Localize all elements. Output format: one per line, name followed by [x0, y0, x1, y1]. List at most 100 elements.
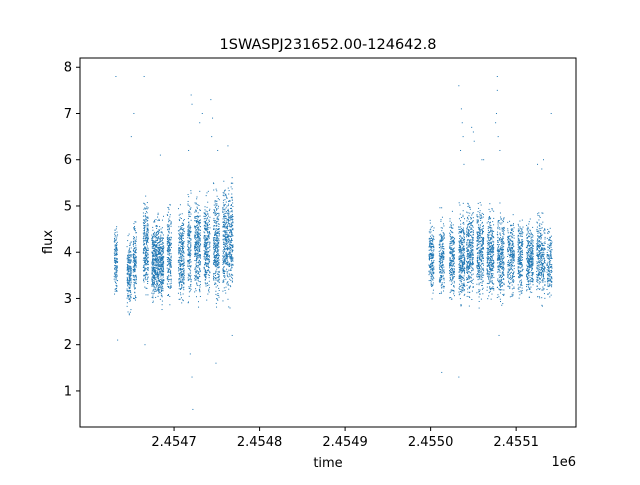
data-point [213, 263, 215, 265]
data-point [450, 226, 452, 228]
data-point [205, 237, 207, 239]
data-point [463, 241, 465, 243]
data-point [199, 269, 200, 271]
data-point [145, 258, 147, 260]
data-point [128, 262, 130, 264]
data-point [232, 244, 234, 246]
data-point [432, 275, 434, 277]
data-point [197, 222, 199, 224]
data-point [225, 257, 227, 259]
data-point [453, 263, 455, 265]
data-point [196, 249, 198, 251]
data-point [128, 261, 130, 263]
data-point [128, 259, 130, 261]
data-point [225, 201, 227, 203]
data-point [195, 226, 197, 228]
data-point [471, 257, 473, 259]
data-point [229, 255, 231, 257]
data-point [466, 270, 468, 272]
data-point [217, 239, 219, 241]
data-point [129, 279, 131, 281]
data-point [451, 298, 453, 300]
data-point [443, 266, 445, 268]
data-point [203, 212, 205, 214]
data-point [467, 291, 469, 293]
data-point [160, 276, 162, 278]
data-point [181, 254, 183, 256]
data-point [230, 217, 232, 219]
data-point [167, 261, 169, 263]
data-point [441, 253, 443, 255]
data-point [215, 286, 217, 288]
data-point [154, 259, 156, 261]
data-point [230, 244, 232, 246]
data-point [153, 241, 155, 243]
data-point [179, 265, 181, 267]
data-point [214, 215, 216, 217]
data-point [180, 232, 182, 234]
data-point [207, 226, 209, 228]
data-point [208, 235, 210, 237]
data-point [225, 263, 227, 265]
data-point [470, 234, 471, 236]
data-point [212, 182, 214, 184]
data-point [470, 254, 472, 256]
data-point [158, 246, 159, 248]
data-point [130, 255, 132, 257]
data-point [459, 261, 461, 263]
data-point [147, 294, 149, 296]
data-point [429, 254, 431, 256]
data-point [135, 262, 137, 264]
data-point [145, 264, 147, 266]
data-point [452, 264, 454, 266]
data-point [207, 217, 209, 219]
data-point [159, 243, 161, 245]
data-point [214, 256, 216, 258]
data-point [223, 220, 225, 222]
data-point [462, 283, 464, 285]
data-point [216, 235, 218, 237]
data-point [466, 242, 468, 243]
data-point [218, 266, 220, 268]
data-point [453, 265, 455, 267]
data-point [194, 249, 196, 251]
data-point [153, 276, 155, 278]
data-point [205, 245, 207, 247]
data-point [463, 242, 465, 244]
data-point [144, 204, 146, 206]
data-point [470, 227, 472, 229]
data-point [439, 250, 441, 252]
data-point [223, 215, 225, 217]
data-point [133, 253, 135, 255]
data-point [128, 290, 130, 292]
data-point [179, 232, 181, 234]
data-point [160, 238, 162, 240]
data-point [205, 251, 207, 253]
data-point [146, 220, 148, 222]
data-point [217, 264, 219, 266]
data-point [168, 209, 170, 211]
data-point [453, 247, 455, 249]
data-point [168, 257, 170, 259]
data-point [157, 253, 159, 255]
data-point [439, 258, 441, 260]
data-point [157, 270, 159, 272]
data-point [223, 281, 225, 283]
data-point [468, 246, 470, 248]
data-point [430, 283, 432, 285]
data-point [468, 254, 470, 256]
data-point [157, 275, 159, 277]
data-point [428, 280, 430, 282]
data-point [205, 235, 207, 237]
data-point [195, 237, 197, 239]
data-point [194, 216, 196, 218]
data-point [114, 239, 116, 241]
data-point [460, 277, 462, 279]
data-point [232, 224, 234, 226]
data-point [133, 251, 135, 252]
data-point [156, 280, 158, 282]
data-point [180, 273, 182, 275]
data-point [452, 257, 453, 259]
data-point [151, 261, 153, 263]
data-point [135, 297, 137, 299]
